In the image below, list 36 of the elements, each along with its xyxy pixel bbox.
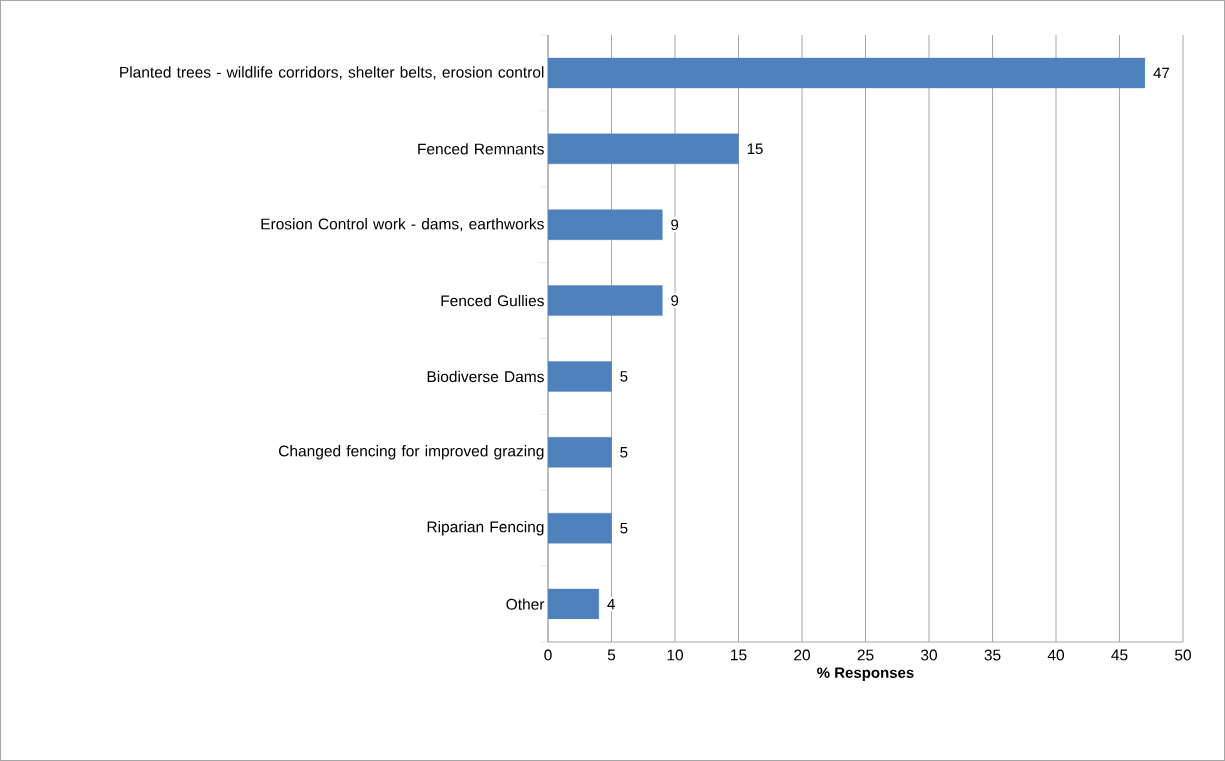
y-tick-label: Fenced Remnants bbox=[418, 143, 544, 155]
bar bbox=[548, 361, 612, 392]
x-tick-label: 40 bbox=[1047, 649, 1065, 661]
x-tick-label: 0 bbox=[544, 649, 552, 661]
x-tick-label: 50 bbox=[1175, 649, 1192, 661]
bar bbox=[548, 512, 612, 544]
bar bbox=[548, 285, 663, 316]
y-tick-label: Biodiverse Dams bbox=[427, 370, 544, 383]
y-tick-label: Fenced Gullies bbox=[441, 294, 544, 307]
data-label: 4 bbox=[607, 598, 615, 610]
y-tick-label: Other bbox=[506, 598, 545, 610]
y-tick-label: Planted trees - wildlife corridors, shelter belts, erosion control bbox=[120, 66, 544, 80]
data-label: 5 bbox=[620, 447, 628, 458]
data-label: 5 bbox=[620, 522, 628, 534]
x-tick-label: 25 bbox=[857, 649, 874, 661]
data-label: 15 bbox=[747, 143, 763, 155]
x-tick-label: 5 bbox=[607, 649, 616, 661]
x-tick-label: 30 bbox=[920, 649, 938, 661]
data-label: 9 bbox=[671, 219, 679, 230]
data-label: 9 bbox=[671, 295, 679, 306]
x-tick-label: 35 bbox=[984, 649, 1001, 661]
x-tick-label: 45 bbox=[1111, 649, 1128, 661]
y-tick-label: Erosion Control work - dams, earthworks bbox=[261, 218, 544, 232]
x-axis-title: % Responses bbox=[817, 667, 914, 681]
y-tick-label: Changed fencing for improved grazing bbox=[279, 445, 544, 460]
bar bbox=[548, 209, 663, 240]
bar bbox=[548, 437, 612, 468]
y-tick-label: Riparian Fencing bbox=[427, 520, 544, 536]
x-tick-label: 10 bbox=[667, 649, 684, 661]
data-label: 47 bbox=[1153, 67, 1170, 79]
bar bbox=[548, 588, 599, 620]
data-label: 5 bbox=[620, 371, 628, 382]
x-tick-label: 20 bbox=[794, 649, 811, 661]
bar bbox=[548, 57, 1146, 89]
x-tick-label: 15 bbox=[731, 649, 747, 661]
bar bbox=[548, 133, 739, 165]
